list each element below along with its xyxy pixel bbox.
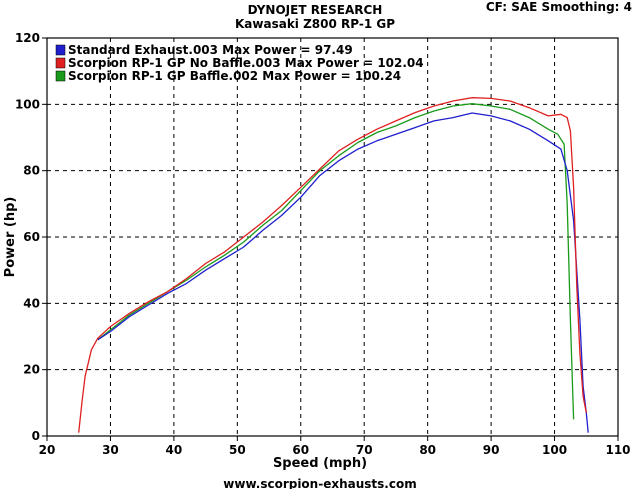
legend-entry: Scorpion RP-1 GP No Baffle.003 Max Power… (68, 56, 424, 70)
y-tick-label: 60 (23, 230, 40, 244)
y-axis-label: Power (hp) (3, 197, 18, 278)
y-tick-label: 100 (15, 97, 40, 111)
x-tick-label: 20 (39, 443, 56, 457)
y-tick-label: 20 (23, 363, 40, 377)
x-tick-label: 110 (605, 443, 630, 457)
series-lines (78, 97, 589, 433)
legend-entry: Standard Exhaust.003 Max Power = 97.49 (68, 43, 353, 57)
series-line-2 (78, 97, 587, 433)
footer-url: www.scorpion-exhausts.com (223, 477, 416, 489)
chart-title: DYNOJET RESEARCH (248, 3, 383, 17)
x-tick-label: 60 (292, 443, 309, 457)
x-tick-label: 30 (102, 443, 119, 457)
legend: Standard Exhaust.003 Max Power = 97.49Sc… (55, 43, 424, 83)
y-tick-label: 120 (15, 31, 40, 45)
chart-subtitle: Kawasaki Z800 RP-1 GP (235, 17, 395, 31)
plot-frame (46, 37, 619, 437)
x-tick-label: 50 (229, 443, 246, 457)
x-tick-label: 80 (419, 443, 436, 457)
y-tick-label: 0 (32, 429, 40, 443)
legend-swatch (55, 44, 66, 56)
y-tick-label: 40 (23, 296, 40, 310)
legend-swatch (55, 70, 66, 82)
grid-lines (47, 38, 618, 436)
legend-swatch (55, 57, 66, 69)
x-tick-label: 40 (166, 443, 183, 457)
x-tick-label: 100 (542, 443, 567, 457)
y-tick-label: 80 (23, 164, 40, 178)
legend-entry: Scorpion RP-1 GP Baffle.002 Max Power = … (68, 69, 401, 83)
x-axis-label: Speed (mph) (273, 456, 367, 471)
x-tick-label: 90 (483, 443, 500, 457)
series-line-3 (97, 103, 575, 420)
series-line-1 (97, 112, 589, 433)
x-tick-label: 70 (356, 443, 373, 457)
settings-readout: CF: SAE Smoothing: 4 (486, 0, 632, 14)
